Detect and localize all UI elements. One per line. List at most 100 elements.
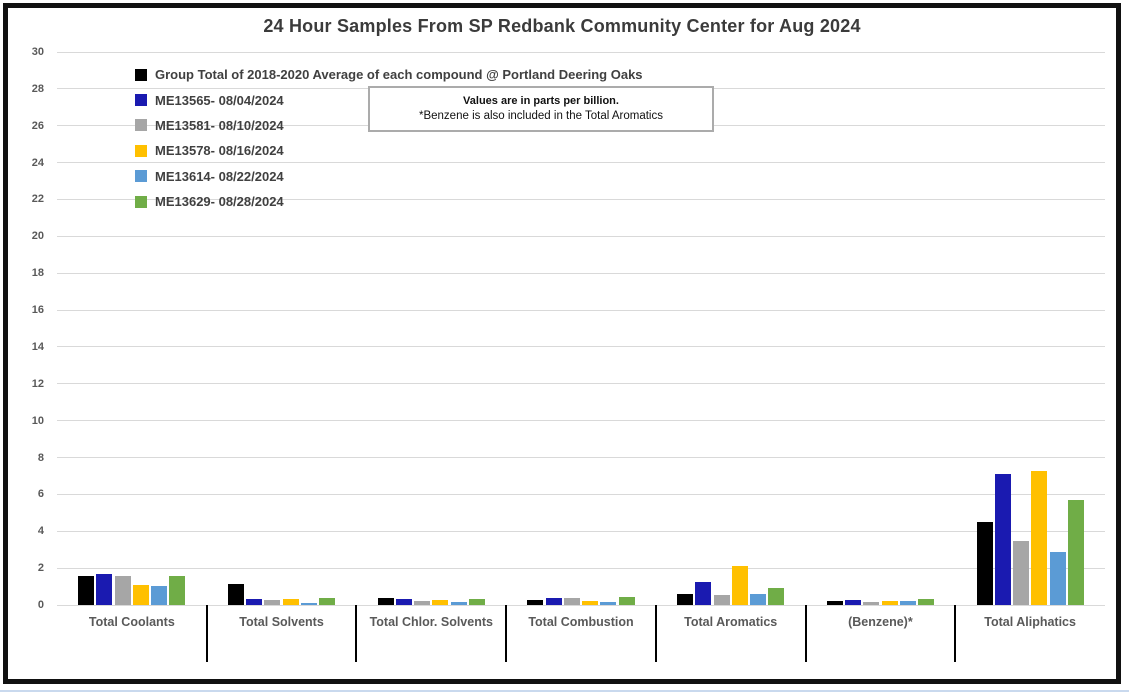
bar-series-5-cat-2	[300, 602, 317, 605]
note-box: Values are in parts per billion. *Benzen…	[368, 86, 714, 132]
category-label: (Benzene)*	[848, 615, 913, 629]
y-tick-label-16: 16	[31, 304, 44, 317]
legend: Group Total of 2018-2020 Average of each…	[135, 62, 643, 214]
y-tick-label-8: 8	[37, 451, 44, 464]
note-line-1: Values are in parts per billion.	[463, 95, 619, 107]
chart-frame: 24 Hour Samples From SP Redbank Communit…	[3, 3, 1121, 684]
category-separator	[505, 605, 508, 662]
gridline-y-24	[57, 162, 1105, 164]
bar-series-3-cat-3	[414, 600, 431, 605]
legend-item-5: ME13614- 08/22/2024	[135, 164, 643, 189]
bar-series-6-cat-6	[918, 599, 935, 605]
bar-series-4-cat-2	[282, 599, 299, 605]
y-tick-label-12: 12	[31, 377, 44, 390]
y-tick-label-26: 26	[31, 119, 44, 132]
bar-series-3-cat-2	[264, 599, 281, 605]
gridline-y-10	[57, 420, 1105, 422]
bar-series-1-cat-1	[78, 576, 95, 605]
category-separator	[654, 605, 657, 662]
bar-series-1-cat-7	[976, 522, 993, 605]
y-tick-label-28: 28	[31, 82, 44, 95]
legend-marker-icon	[135, 119, 147, 132]
gridline-y-6	[57, 493, 1105, 495]
legend-marker-icon	[135, 144, 147, 157]
bar-series-6-cat-3	[468, 599, 485, 605]
bar-series-6-cat-2	[319, 598, 336, 605]
bar-series-4-cat-1	[132, 584, 149, 605]
gridline-y-8	[57, 457, 1105, 459]
y-tick-label-18: 18	[31, 267, 44, 280]
category-label: Total Aromatics	[684, 615, 778, 629]
bar-series-2-cat-3	[395, 598, 412, 605]
legend-marker-icon	[135, 68, 147, 81]
y-tick-label-20: 20	[31, 230, 44, 243]
gridline-y-2	[57, 567, 1105, 569]
note-line-2: *Benzene is also included in the Total A…	[419, 110, 663, 122]
gridline-y-16	[57, 309, 1105, 311]
legend-marker-icon	[135, 94, 147, 107]
gridline-y-22	[57, 198, 1105, 200]
category-separator	[205, 605, 208, 662]
bar-series-4-cat-5	[731, 566, 748, 605]
bar-series-3-cat-7	[1013, 541, 1030, 605]
category-separator	[355, 605, 358, 662]
legend-item-label: ME13614- 08/22/2024	[155, 168, 284, 184]
gridline-y-4	[57, 530, 1105, 532]
bar-series-3-cat-4	[563, 598, 580, 605]
bar-series-4-cat-6	[881, 600, 898, 605]
bar-series-6-cat-4	[618, 596, 635, 605]
legend-item-label: ME13629- 08/28/2024	[155, 194, 284, 210]
legend-item-3: ME13581- 08/10/2024	[135, 113, 643, 138]
bar-series-2-cat-5	[695, 581, 712, 605]
y-tick-label-10: 10	[31, 414, 44, 427]
bar-series-1-cat-6	[826, 601, 843, 605]
category-label: Total Aliphatics	[984, 615, 1076, 629]
y-tick-label-30: 30	[31, 46, 44, 58]
bar-series-4-cat-4	[582, 601, 599, 605]
bar-series-3-cat-1	[114, 575, 131, 605]
bar-series-4-cat-7	[1031, 471, 1048, 605]
legend-item-label: ME13581- 08/10/2024	[155, 117, 284, 133]
bar-series-1-cat-4	[527, 600, 544, 605]
y-tick-label-2: 2	[37, 562, 44, 575]
bar-series-5-cat-6	[899, 601, 916, 605]
bar-series-6-cat-5	[768, 588, 785, 605]
chart-title: 24 Hour Samples From SP Redbank Communit…	[263, 16, 861, 36]
gridline-y-18	[57, 272, 1105, 274]
category-label: Total Combustion	[528, 615, 634, 629]
legend-marker-icon	[135, 170, 147, 183]
legend-marker-icon	[135, 195, 147, 208]
bar-series-3-cat-6	[863, 601, 880, 605]
category-separator	[804, 605, 807, 662]
bar-series-1-cat-3	[377, 597, 394, 605]
category-separator	[954, 605, 957, 662]
legend-item-4: ME13578- 08/16/2024	[135, 138, 643, 163]
legend-item-2: ME13565- 08/04/2024	[135, 87, 643, 112]
y-tick-label-4: 4	[37, 525, 44, 538]
gridline-y-20	[57, 235, 1105, 237]
bar-series-6-cat-1	[169, 575, 186, 605]
bar-series-1-cat-5	[677, 593, 694, 605]
bar-series-2-cat-2	[246, 599, 263, 605]
y-axis-labels: 0 2 4 6 8 10 12 14 16 18 20 22 24 26 28 30	[8, 46, 50, 611]
gridline-y-12	[57, 383, 1105, 385]
legend-item-label: ME13578- 08/16/2024	[155, 143, 284, 159]
bar-series-2-cat-1	[96, 573, 113, 605]
y-tick-label-0: 0	[37, 599, 44, 611]
y-tick-label-6: 6	[37, 488, 44, 501]
bar-series-1-cat-2	[227, 583, 244, 605]
bar-series-2-cat-7	[994, 474, 1011, 605]
window-bottom-strip	[0, 690, 1129, 692]
bar-series-5-cat-5	[750, 593, 767, 605]
legend-item-label: Group Total of 2018-2020 Average of each…	[155, 67, 643, 83]
x-axis-labels: Total Coolants Total Solvents Total Chlor.…	[57, 615, 1105, 635]
bar-series-5-cat-7	[1049, 551, 1066, 605]
bar-series-5-cat-4	[600, 601, 617, 605]
legend-item-6: ME13629- 08/28/2024	[135, 189, 643, 214]
bar-series-2-cat-6	[845, 600, 862, 605]
bar-series-4-cat-3	[432, 600, 449, 605]
y-tick-label-24: 24	[31, 156, 44, 169]
y-tick-label-22: 22	[31, 193, 44, 206]
legend-item-1: Group Total of 2018-2020 Average of each…	[135, 62, 643, 87]
bar-series-2-cat-4	[545, 597, 562, 605]
